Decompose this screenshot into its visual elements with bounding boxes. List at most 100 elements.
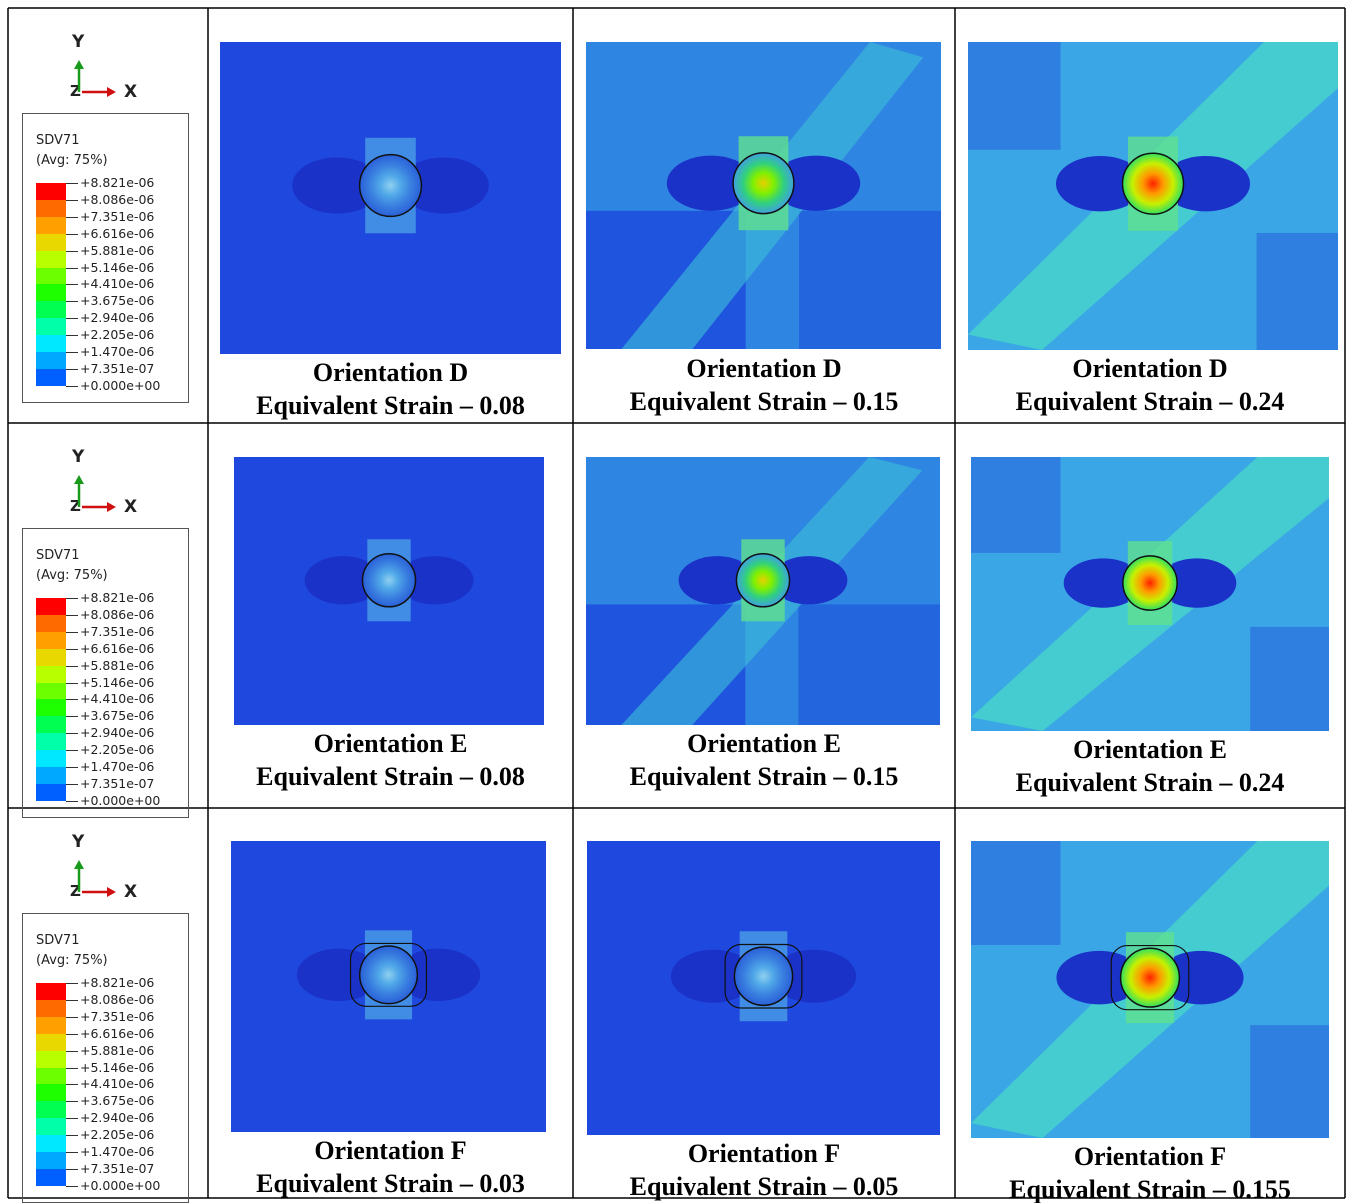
axis-arrowhead [74, 860, 84, 869]
legend-band [36, 1068, 66, 1085]
legend-label: +5.146e-06 [80, 260, 154, 275]
axis-triad [66, 56, 126, 106]
contour-image [234, 457, 544, 725]
legend-band [36, 666, 66, 683]
legend-band [36, 983, 66, 1000]
legend-band [36, 750, 66, 767]
legend-band [36, 284, 66, 301]
legend-tick [66, 699, 78, 700]
legend-subtitle: (Avg: 75%) [36, 153, 108, 168]
inclusion [1123, 556, 1177, 610]
legend-tick [66, 983, 78, 984]
caption-title: Orientation D [208, 356, 573, 389]
inclusion [733, 153, 794, 214]
legend-band [36, 615, 66, 632]
legend-tick [66, 284, 78, 285]
legend-subtitle: (Avg: 75%) [36, 953, 108, 968]
region [971, 457, 1061, 553]
caption-subtitle: Equivalent Strain – 0.24 [955, 766, 1345, 799]
caption-subtitle: Equivalent Strain – 0.08 [208, 389, 573, 422]
legend-band [36, 649, 66, 666]
legend-tick [66, 200, 78, 201]
legend-tick [66, 1051, 78, 1052]
legend-band [36, 268, 66, 285]
legend-band [36, 369, 66, 386]
legend-label: +8.821e-06 [80, 590, 154, 605]
legend-label: +6.616e-06 [80, 641, 154, 656]
legend-label: +6.616e-06 [80, 226, 154, 241]
legend-band [36, 699, 66, 716]
inclusion [1123, 153, 1184, 214]
legend-tick [66, 301, 78, 302]
legend-label: +0.000e+00 [80, 1178, 160, 1193]
region [1257, 233, 1338, 350]
legend-tick [66, 632, 78, 633]
legend-band [36, 301, 66, 318]
caption-title: Orientation F [955, 1140, 1345, 1173]
inclusion [360, 946, 418, 1004]
legend-tick [66, 716, 78, 717]
legend-label: +2.940e-06 [80, 310, 154, 325]
legend-band [36, 784, 66, 801]
legend-title: SDV71 [36, 133, 79, 148]
legend-label: +8.086e-06 [80, 607, 154, 622]
legend-band [36, 1000, 66, 1017]
legend-tick [66, 335, 78, 336]
region [799, 211, 941, 349]
legend-band [36, 716, 66, 733]
contour-image [231, 841, 546, 1132]
legend-band [36, 1101, 66, 1118]
region [1250, 1025, 1329, 1138]
legend-band [36, 318, 66, 335]
contour-image [968, 42, 1338, 350]
legend-label: +3.675e-06 [80, 293, 154, 308]
caption-title: Orientation D [573, 352, 955, 385]
legend-band [36, 767, 66, 784]
legend-tick [66, 1169, 78, 1170]
legend-tick [66, 1101, 78, 1102]
contour-image [971, 841, 1329, 1138]
region [798, 604, 940, 725]
legend-tick [66, 183, 78, 184]
legend-tick [66, 1068, 78, 1069]
legend-label: +5.146e-06 [80, 1060, 154, 1075]
caption-subtitle: Equivalent Strain – 0.24 [955, 385, 1345, 418]
legend-label: +4.410e-06 [80, 691, 154, 706]
legend-label: +7.351e-07 [80, 361, 154, 376]
legend-label: +5.146e-06 [80, 675, 154, 690]
legend-band [36, 251, 66, 268]
caption-subtitle: Equivalent Strain – 0.15 [573, 760, 955, 793]
legend-label: +2.940e-06 [80, 1110, 154, 1125]
legend-tick [66, 1118, 78, 1119]
legend-tick [66, 1084, 78, 1085]
legend-label: +3.675e-06 [80, 708, 154, 723]
legend-label: +2.205e-06 [80, 327, 154, 342]
legend-label: +4.410e-06 [80, 276, 154, 291]
legend-label: +8.086e-06 [80, 992, 154, 1007]
legend-label: +3.675e-06 [80, 1093, 154, 1108]
axis-arrowhead [74, 60, 84, 69]
caption-subtitle: Equivalent Strain – 0.155 [955, 1173, 1345, 1203]
region [968, 42, 1061, 150]
legend-band [36, 1152, 66, 1169]
axis-arrowhead [107, 502, 116, 512]
legend-tick [66, 1152, 78, 1153]
legend-band [36, 1135, 66, 1152]
inclusion [734, 947, 792, 1005]
legend-band [36, 183, 66, 200]
legend-label: +2.940e-06 [80, 725, 154, 740]
legend-tick [66, 268, 78, 269]
legend-band [36, 733, 66, 750]
axis-arrowhead [107, 87, 116, 97]
legend-tick [66, 234, 78, 235]
legend-band [36, 1118, 66, 1135]
axis-label-y: Y [72, 32, 84, 52]
legend-tick [66, 1034, 78, 1035]
caption-subtitle: Equivalent Strain – 0.05 [573, 1170, 955, 1203]
legend-band [36, 352, 66, 369]
legend-label: +4.410e-06 [80, 1076, 154, 1091]
inclusion [362, 554, 415, 607]
legend-tick [66, 666, 78, 667]
legend-band [36, 683, 66, 700]
legend-band [36, 632, 66, 649]
